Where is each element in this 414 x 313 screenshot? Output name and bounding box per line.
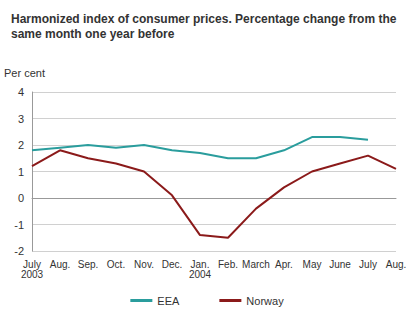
svg-text:Apr.: Apr. [275, 259, 293, 270]
svg-text:March: March [242, 259, 270, 270]
svg-text:-1: -1 [14, 219, 24, 231]
svg-text:2003: 2003 [21, 269, 44, 280]
svg-text:Nov.: Nov. [134, 259, 154, 270]
svg-text:3: 3 [18, 113, 24, 125]
svg-text:Aug.: Aug. [50, 259, 71, 270]
svg-text:4: 4 [18, 86, 24, 98]
svg-text:July: July [359, 259, 377, 270]
svg-text:Feb.: Feb. [218, 259, 238, 270]
svg-text:May: May [303, 259, 322, 270]
svg-text:Jan.: Jan. [190, 258, 210, 270]
svg-text:2004: 2004 [189, 269, 212, 280]
svg-text:Aug.: Aug. [386, 259, 407, 270]
svg-text:0: 0 [18, 192, 24, 204]
svg-text:1: 1 [18, 166, 24, 178]
svg-text:Oct.: Oct. [107, 259, 125, 270]
svg-text:Harmonized index of consumer p: Harmonized index of consumer prices. Per… [11, 12, 400, 26]
svg-text:same month one year before: same month one year before [11, 27, 175, 41]
svg-text:Per cent: Per cent [4, 67, 45, 79]
svg-text:June: June [329, 259, 351, 270]
svg-text:2: 2 [18, 139, 24, 151]
svg-text:Sep.: Sep. [78, 259, 99, 270]
svg-text:July: July [23, 258, 41, 270]
svg-text:Norway: Norway [246, 295, 284, 307]
svg-text:Dec.: Dec. [162, 259, 183, 270]
svg-text:EEA: EEA [157, 295, 180, 307]
svg-text:-2: -2 [14, 245, 24, 257]
